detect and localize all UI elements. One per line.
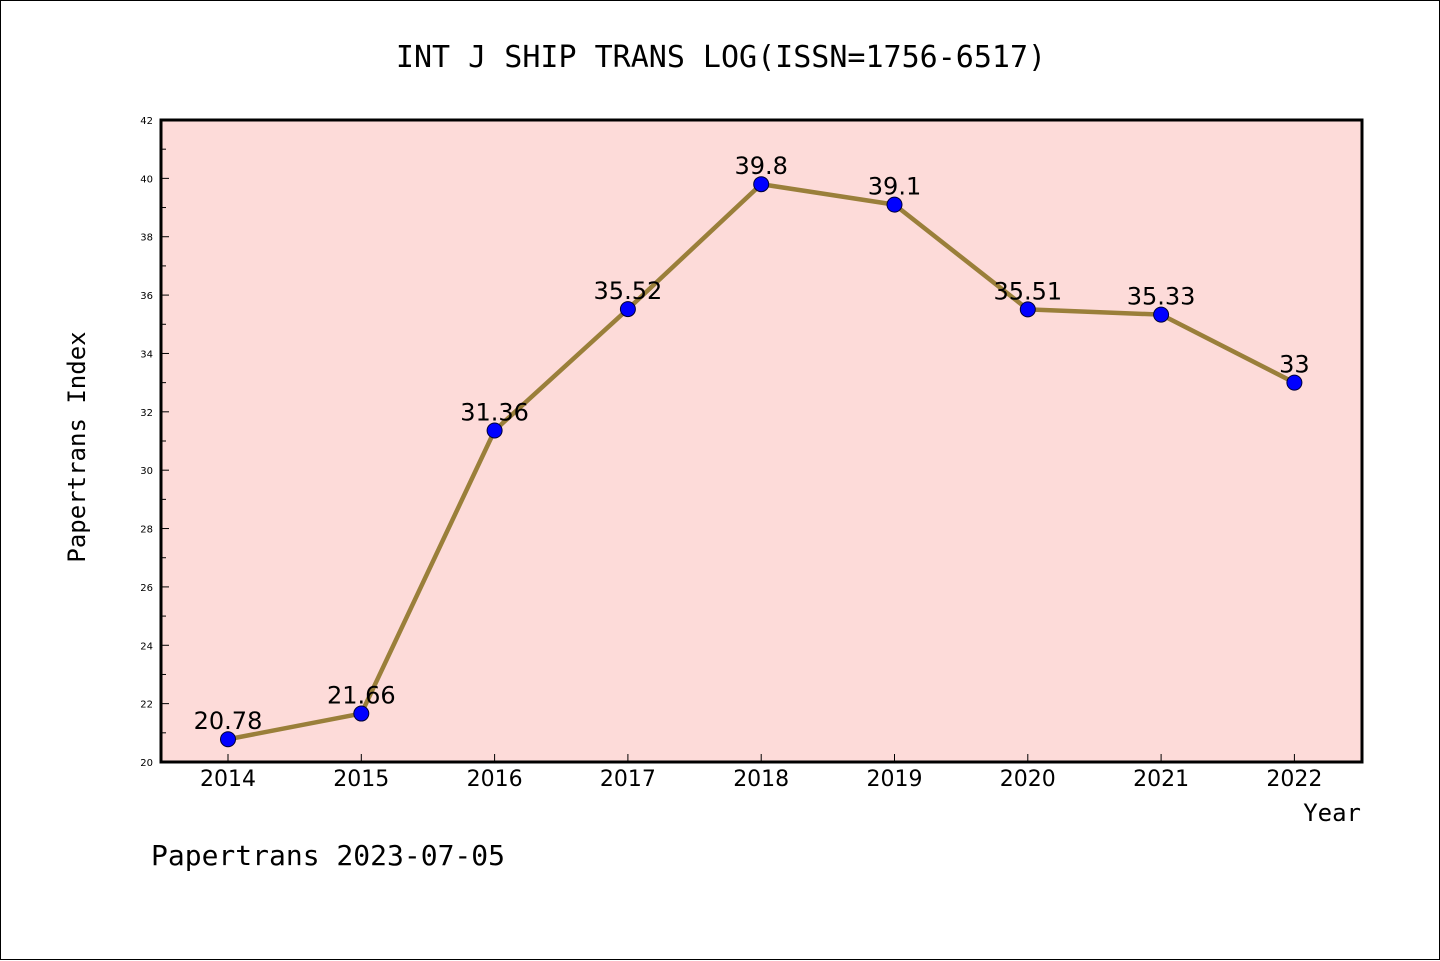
data-point (353, 705, 370, 722)
data-point (1153, 306, 1170, 323)
x-tick-label: 2015 (333, 767, 389, 792)
y-tick-label: 42 (140, 116, 153, 127)
data-point (1286, 374, 1303, 391)
x-tick-label: 2016 (467, 767, 523, 792)
x-tick-label: 2019 (867, 767, 923, 792)
x-tick-label: 2020 (1000, 767, 1056, 792)
y-tick-label: 20 (140, 758, 153, 769)
data-label: 35.52 (594, 277, 663, 305)
y-tick-label: 34 (140, 349, 153, 360)
plot-area (159, 118, 1364, 764)
y-tick-label: 38 (140, 233, 153, 244)
y-axis: 20 22 24 26 28 30 32 34 36 38 40 42 (140, 116, 169, 769)
y-tick-label: 36 (140, 291, 153, 302)
data-label: 20.78 (194, 707, 263, 735)
data-label: 31.36 (460, 398, 529, 426)
series-layer (220, 176, 1303, 748)
y-tick-label: 32 (140, 408, 153, 419)
x-tick-label: 2017 (600, 767, 656, 792)
x-tick-label: 2021 (1133, 767, 1189, 792)
data-label: 33 (1279, 351, 1310, 379)
y-tick-label: 26 (140, 583, 153, 594)
data-point (619, 301, 636, 318)
y-tick-label: 22 (140, 700, 153, 711)
x-axis-title: Year (1303, 799, 1361, 827)
data-label: 21.66 (327, 682, 396, 710)
footer-caption: Papertrans 2023-07-05 (151, 839, 505, 872)
x-tick-label: 2014 (200, 767, 256, 792)
data-point (486, 422, 503, 439)
data-label: 39.8 (734, 152, 787, 180)
y-tick-label: 28 (140, 525, 153, 536)
y-axis-title: Papertrans Index (63, 331, 91, 562)
data-point (1019, 301, 1036, 318)
data-label: 35.51 (993, 277, 1062, 305)
data-labels: 20.78 21.66 31.36 35.52 39.8 39.1 35.51 35.33 33 (194, 152, 1310, 735)
data-label: 39.1 (868, 173, 921, 201)
y-tick-label: 30 (140, 466, 153, 477)
x-tick-label: 2018 (733, 767, 789, 792)
chart-title: INT J SHIP TRANS LOG(ISSN=1756-6517) (396, 40, 1046, 75)
data-point (886, 196, 903, 213)
x-tick-label: 2022 (1266, 767, 1322, 792)
data-label: 35.33 (1127, 283, 1196, 311)
y-tick-label: 40 (140, 174, 153, 185)
y-tick-label: 24 (140, 641, 153, 652)
x-axis: 2014 2015 2016 2017 2018 2019 2020 2021 2022 (200, 754, 1322, 792)
data-point (753, 176, 770, 193)
data-point (220, 731, 236, 748)
